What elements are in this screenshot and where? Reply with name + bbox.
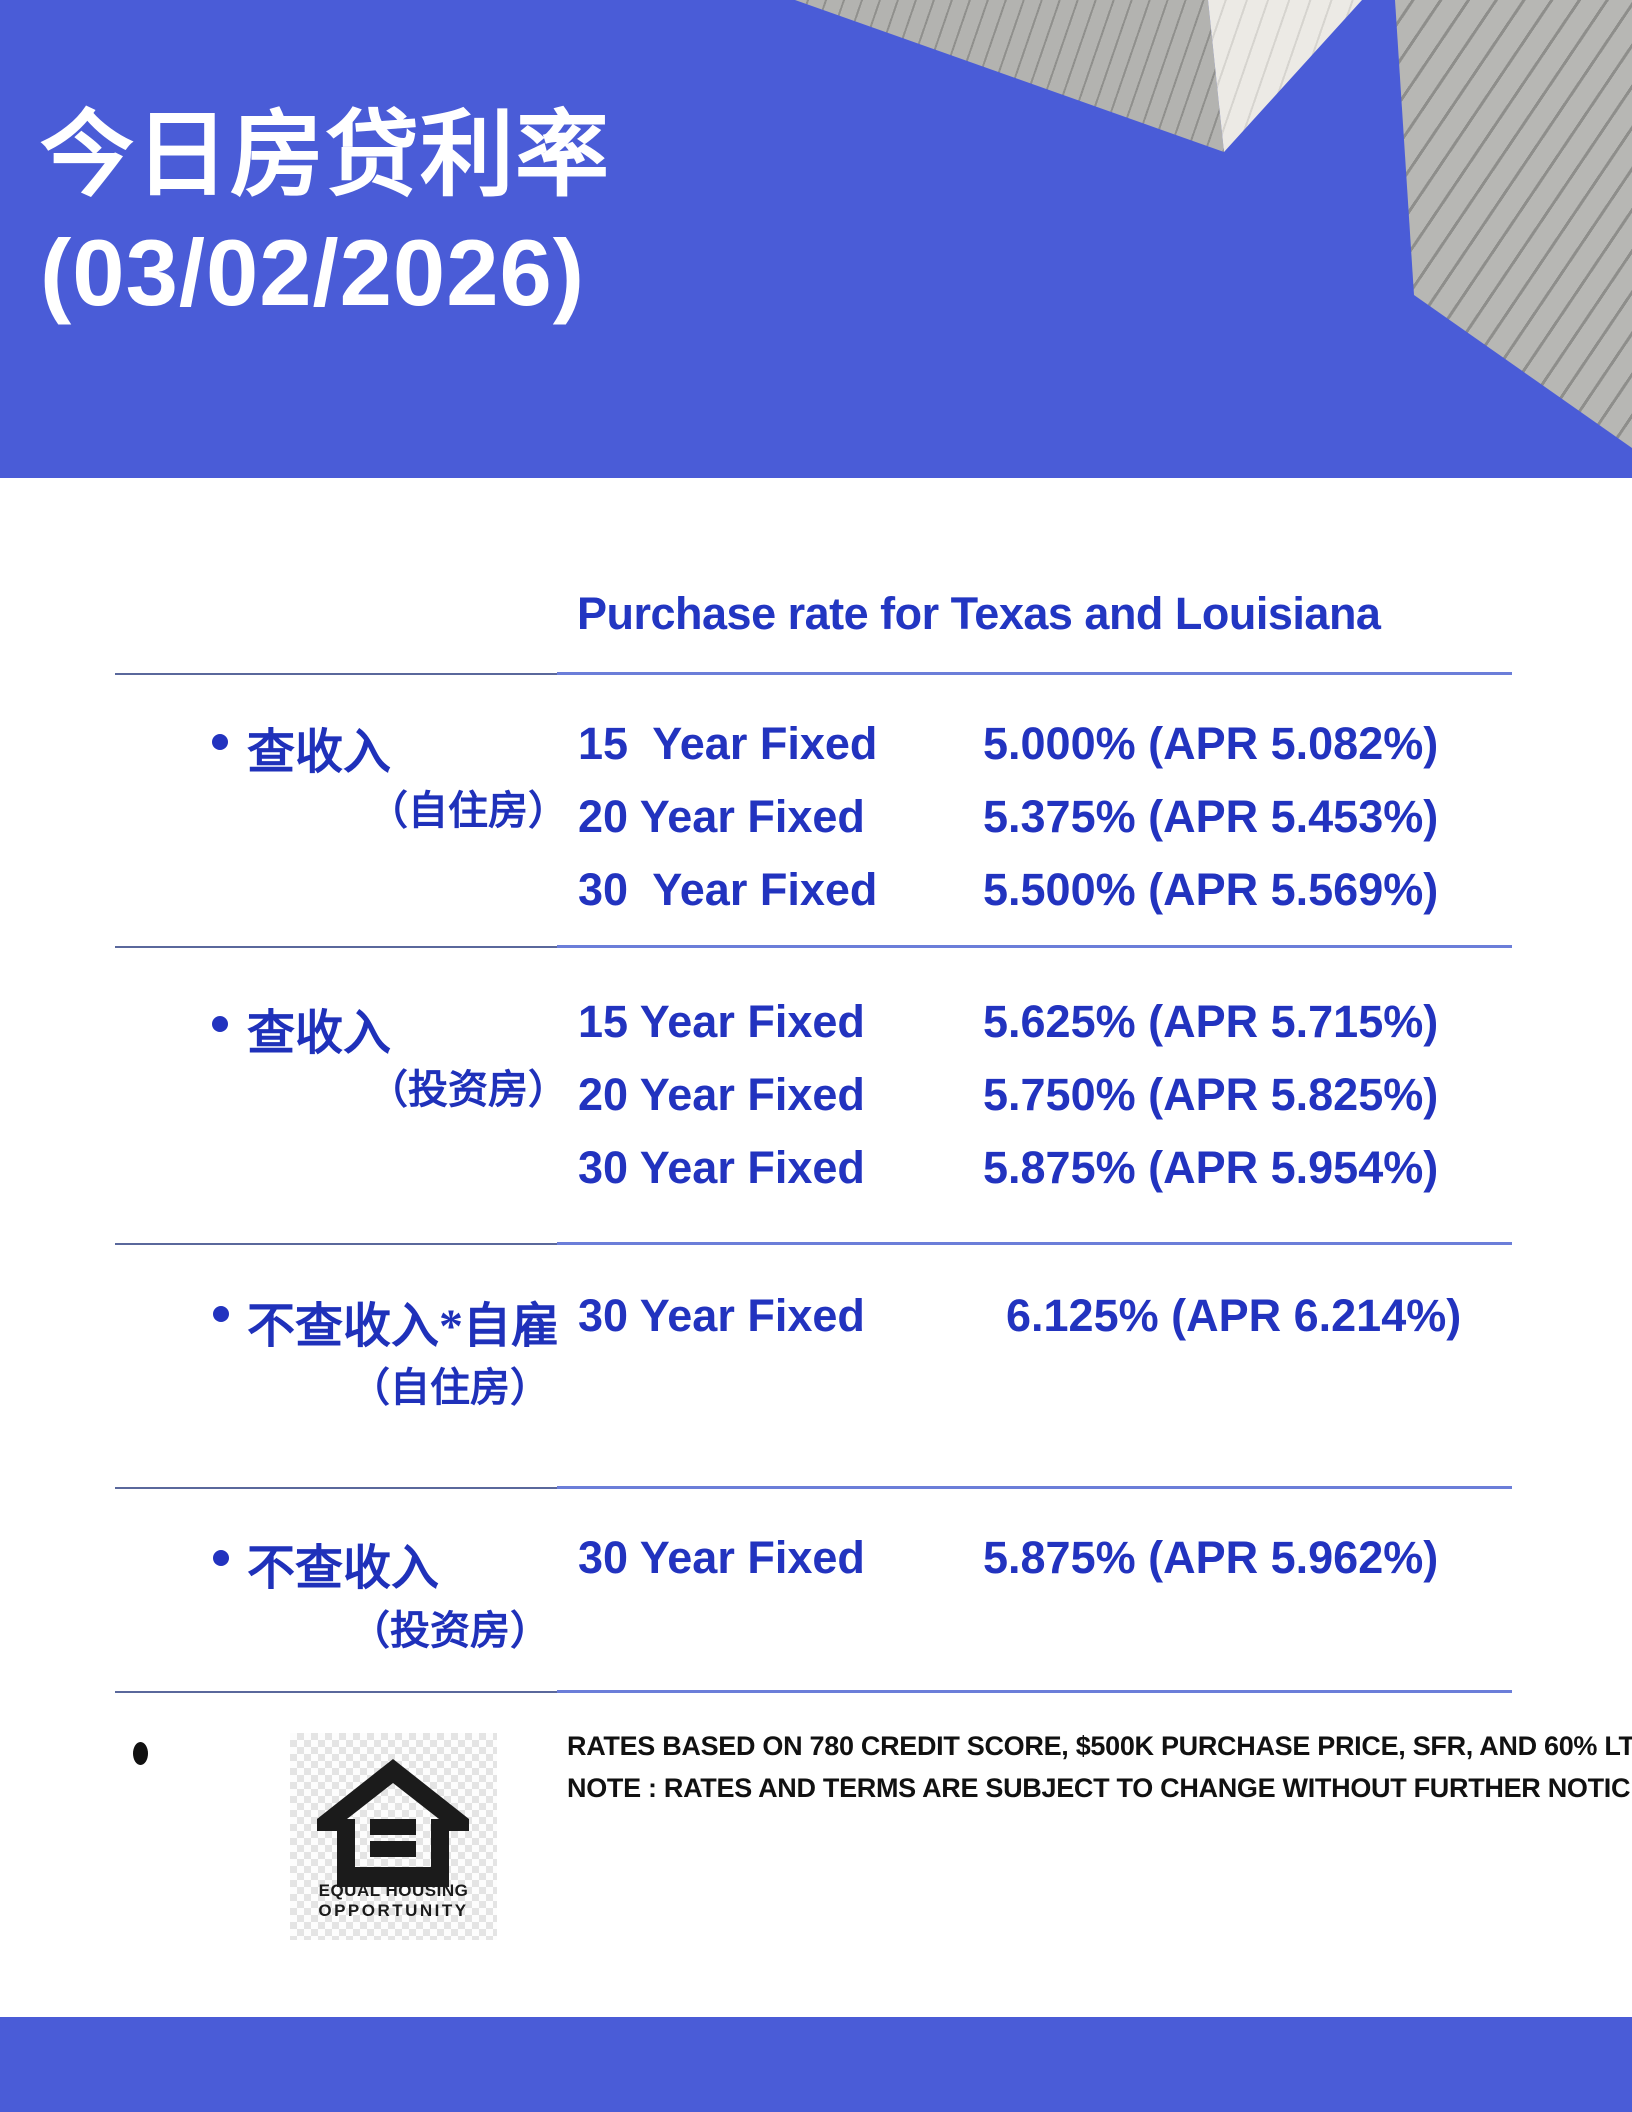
- section-divider-3: [0, 1242, 1632, 1246]
- section2-label: 查收入: [247, 1007, 392, 1060]
- section-divider-4: [0, 1486, 1632, 1490]
- disclaimer-line2: NOTE : RATES AND TERMS ARE SUBJECT TO CH…: [567, 1773, 1632, 1803]
- equal-housing-text-line2: OPPORTUNITY: [318, 1901, 469, 1920]
- equal-housing-house-icon: [317, 1759, 469, 1887]
- section3-sublabel: （自住房）: [350, 1365, 550, 1410]
- bullet-icon: [213, 1550, 229, 1566]
- loan-rate: 5.875% (APR 5.962%): [983, 1532, 1439, 1583]
- divider-left-segment: [115, 946, 557, 948]
- divider-right-segment: [557, 945, 1512, 948]
- equal-housing-text-line1: EQUAL HOUSING: [318, 1881, 469, 1900]
- divider-right-segment: [557, 672, 1512, 675]
- divider-left-segment: [115, 673, 557, 675]
- loan-rate: 5.375% (APR 5.453%): [983, 791, 1439, 842]
- page-title-line2: (03/02/2026): [40, 220, 586, 325]
- rate-row: 20 Year Fixed 5.375% (APR 5.453%): [578, 791, 1578, 851]
- divider-left-segment: [115, 1487, 557, 1489]
- divider-right-segment: [557, 1486, 1512, 1489]
- loan-rate: 5.000% (APR 5.082%): [983, 718, 1439, 769]
- loan-rate: 6.125% (APR 6.214%): [1006, 1290, 1462, 1341]
- section1-sublabel: （自住房）: [368, 788, 568, 833]
- divider-left-segment: [115, 1691, 557, 1693]
- rate-row: 30 Year Fixed 6.125% (APR 6.214%): [578, 1290, 1578, 1350]
- section-divider-2: [0, 945, 1632, 949]
- section3-label: 不查收入*自雇: [247, 1300, 560, 1353]
- rate-row: 30 Year Fixed 5.500% (APR 5.569%): [578, 864, 1578, 924]
- section4-sublabel: （投资房）: [350, 1608, 550, 1653]
- section4-label: 不查收入: [247, 1542, 440, 1595]
- section-divider-5: [0, 1690, 1632, 1694]
- rate-row: 30 Year Fixed 5.875% (APR 5.954%): [578, 1142, 1578, 1202]
- divider-right-segment: [557, 1242, 1512, 1245]
- loan-term: 15 Year Fixed: [578, 996, 865, 1047]
- rate-row: 15 Year Fixed 5.000% (APR 5.082%): [578, 718, 1578, 778]
- disclaimer-line1: RATES BASED ON 780 CREDIT SCORE, $500K P…: [567, 1731, 1632, 1761]
- rate-row: 20 Year Fixed 5.750% (APR 5.825%): [578, 1069, 1578, 1129]
- loan-term: 20 Year Fixed: [578, 791, 865, 842]
- loan-term: 20 Year Fixed: [578, 1069, 865, 1120]
- loan-rate: 5.750% (APR 5.825%): [983, 1069, 1439, 1120]
- equal-housing-opportunity-logo: EQUAL HOUSING OPPORTUNITY: [290, 1733, 497, 1940]
- bullet-icon: [212, 1016, 228, 1032]
- section1-label: 查收入: [247, 726, 392, 779]
- divider-right-segment: [557, 1690, 1512, 1693]
- bullet-icon: [212, 734, 228, 750]
- footer-bar: [0, 2017, 1632, 2112]
- loan-term: 30 Year Fixed: [578, 1142, 865, 1193]
- rate-row: 30 Year Fixed 5.875% (APR 5.962%): [578, 1532, 1578, 1592]
- divider-left-segment: [115, 1243, 557, 1245]
- loan-term: 30 Year Fixed: [578, 864, 878, 915]
- loan-rate: 5.875% (APR 5.954%): [983, 1142, 1439, 1193]
- section-divider-1: [0, 672, 1632, 676]
- bullet-icon: [133, 1742, 148, 1765]
- page-title: 今日房贷利率 (03/02/2026): [40, 96, 610, 332]
- loan-rate: 5.625% (APR 5.715%): [983, 996, 1439, 1047]
- rates-table-heading: Purchase rate for Texas and Louisiana: [577, 588, 1381, 639]
- page-title-line1: 今日房贷利率: [40, 102, 611, 207]
- loan-term: 15 Year Fixed: [578, 718, 878, 769]
- bullet-icon: [213, 1306, 229, 1322]
- loan-rate: 5.500% (APR 5.569%): [983, 864, 1439, 915]
- rate-row: 15 Year Fixed 5.625% (APR 5.715%): [578, 996, 1578, 1056]
- section2-sublabel: （投资房）: [368, 1067, 568, 1112]
- header-banner: 今日房贷利率 (03/02/2026): [0, 0, 1632, 478]
- loan-term: 30 Year Fixed: [578, 1532, 865, 1583]
- loan-term: 30 Year Fixed: [578, 1290, 865, 1341]
